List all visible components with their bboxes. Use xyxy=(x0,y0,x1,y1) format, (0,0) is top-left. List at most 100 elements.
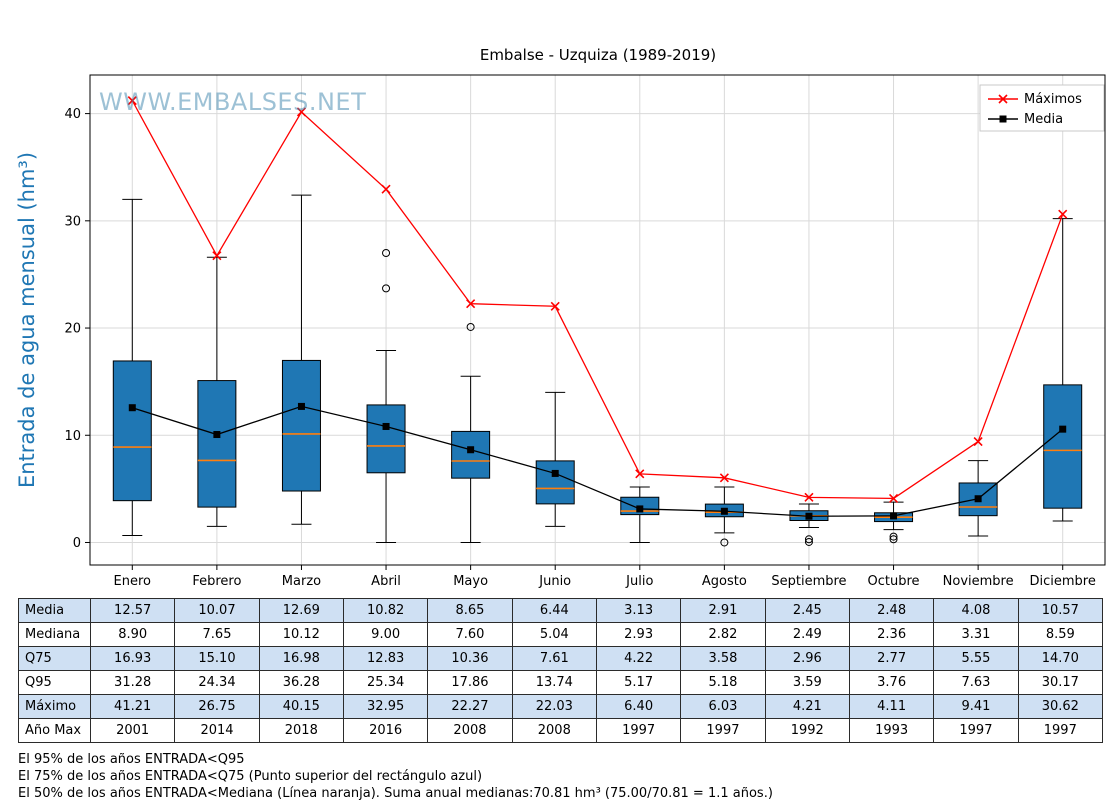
table-cell: 12.83 xyxy=(342,646,429,671)
stats-table: Media 12.57 10.07 12.69 10.82 8.65 6.44 3.13 2.9… xyxy=(18,598,1104,743)
outlier xyxy=(804,537,813,546)
x-tick-label: Abril xyxy=(371,574,401,589)
row-label: Año Max xyxy=(18,718,91,743)
table-cell: 6.40 xyxy=(595,694,682,719)
x-tick-label: Julio xyxy=(625,574,653,589)
x-tick-label: Mayo xyxy=(453,574,488,589)
x-tick-label: Septiembre xyxy=(771,574,846,589)
plot-frame xyxy=(89,74,1106,566)
table-cell: 7.60 xyxy=(427,622,513,647)
table-cell: 17.86 xyxy=(427,670,513,695)
y-tick-label: 30 xyxy=(64,214,81,229)
table-cell: 1997 xyxy=(680,718,766,743)
box xyxy=(1043,384,1083,509)
x-tick-label: Enero xyxy=(114,574,152,589)
footnote-mediana: El 50% de los años ENTRADA<Mediana (Líne… xyxy=(18,786,773,801)
y-axis-label: Entrada de agua mensual (hm³) xyxy=(15,152,39,488)
table-cell: 16.98 xyxy=(258,646,344,671)
table-row: Mediana 8.90 7.65 10.12 9.00 7.60 5.04 2.93 2.82… xyxy=(18,622,1104,647)
table-cell: 2.45 xyxy=(764,598,850,623)
table-cell: 7.63 xyxy=(933,670,1019,695)
outlier xyxy=(889,535,898,544)
table-cell: 41.21 xyxy=(89,694,176,719)
box xyxy=(451,430,491,479)
table-cell: 26.75 xyxy=(174,694,260,719)
table-cell: 1992 xyxy=(764,718,850,743)
table-cell: 3.13 xyxy=(595,598,682,623)
table-cell: 1997 xyxy=(933,718,1019,743)
row-label: Q75 xyxy=(18,646,91,671)
table-cell: 10.82 xyxy=(342,598,429,623)
outlier xyxy=(382,248,391,257)
box xyxy=(366,404,406,474)
table-cell: 4.11 xyxy=(848,694,935,719)
table-row: Q95 31.28 24.34 36.28 25.34 17.86 13.74 5.17 5.1… xyxy=(18,670,1104,695)
table-cell: 2.48 xyxy=(848,598,935,623)
row-label: Media xyxy=(18,598,91,623)
legend-label-media: Media xyxy=(1024,112,1063,127)
footnotes: El 95% de los años ENTRADA<Q95 El 75% de… xyxy=(18,751,1120,802)
footnote-q95: El 95% de los años ENTRADA<Q95 xyxy=(18,752,245,767)
outlier xyxy=(804,535,813,544)
row-label: Q95 xyxy=(18,670,91,695)
table-cell: 3.76 xyxy=(848,670,935,695)
table-cell: 2.96 xyxy=(764,646,850,671)
table-cell: 9.00 xyxy=(342,622,429,647)
table-cell: 4.08 xyxy=(933,598,1019,623)
table-cell: 30.17 xyxy=(1017,670,1104,695)
x-tick-label: Noviembre xyxy=(943,574,1014,589)
x-tick-label: Marzo xyxy=(282,574,321,589)
table-cell: 7.61 xyxy=(511,646,597,671)
table-cell: 5.04 xyxy=(511,622,597,647)
table-cell: 12.69 xyxy=(258,598,344,623)
table-cell: 2.91 xyxy=(680,598,766,623)
x-tick-label: Diciembre xyxy=(1030,574,1096,589)
table-cell: 2.93 xyxy=(595,622,682,647)
x-tick-label: Octubre xyxy=(868,574,920,589)
outlier xyxy=(382,284,391,293)
table-cell: 10.12 xyxy=(258,622,344,647)
y-tick-label: 20 xyxy=(64,322,81,337)
chart-generated: 0 10 20 30 40 Enero Febrero Marzo Abril Mayo Junio… xyxy=(64,74,1106,589)
series-media xyxy=(128,402,1067,520)
table-cell: 1997 xyxy=(1017,718,1104,743)
chart-title: Embalse - Uzquiza (1989-2019) xyxy=(480,46,716,64)
legend-label-maximos: Máximos xyxy=(1024,92,1082,107)
outlier xyxy=(720,538,729,547)
table-cell: 8.59 xyxy=(1017,622,1104,647)
table-cell: 2008 xyxy=(427,718,513,743)
table-cell: 2.82 xyxy=(680,622,766,647)
watermark: WWW.EMBALSES.NET xyxy=(99,88,366,116)
table-cell: 5.17 xyxy=(595,670,682,695)
boxplot-chart: 0 10 20 30 40 Enero Febrero Marzo Abril Mayo Junio… xyxy=(15,46,1106,589)
table-cell: 3.58 xyxy=(680,646,766,671)
table-cell: 25.34 xyxy=(342,670,429,695)
table-cell: 9.41 xyxy=(933,694,1019,719)
table-cell: 2014 xyxy=(174,718,260,743)
table-cell: 32.95 xyxy=(342,694,429,719)
table-row: Año Max 2001 2014 2018 2016 2008 2008 1997 1997 1… xyxy=(18,718,1104,743)
y-tick-label: 10 xyxy=(64,429,81,444)
table-cell: 40.15 xyxy=(258,694,344,719)
table-cell: 4.21 xyxy=(764,694,850,719)
table-cell: 24.34 xyxy=(174,670,260,695)
table-cell: 12.57 xyxy=(89,598,176,623)
table-cell: 2.36 xyxy=(848,622,935,647)
table-cell: 7.65 xyxy=(174,622,260,647)
table-cell: 2.77 xyxy=(848,646,935,671)
table-cell: 3.31 xyxy=(933,622,1019,647)
table-cell: 3.59 xyxy=(764,670,850,695)
series-maximos xyxy=(127,96,1068,503)
box xyxy=(197,380,237,508)
table-cell: 16.93 xyxy=(89,646,176,671)
table-cell: 4.22 xyxy=(595,646,682,671)
table-cell: 30.62 xyxy=(1017,694,1104,719)
outlier xyxy=(889,532,898,541)
box xyxy=(112,360,152,502)
table-cell: 1997 xyxy=(595,718,682,743)
table-cell: 10.07 xyxy=(174,598,260,623)
y-tick-label: 40 xyxy=(64,107,81,122)
table-cell: 8.65 xyxy=(427,598,513,623)
table-row: Máximo 41.21 26.75 40.15 32.95 22.27 22.03 6.40… xyxy=(18,694,1104,719)
